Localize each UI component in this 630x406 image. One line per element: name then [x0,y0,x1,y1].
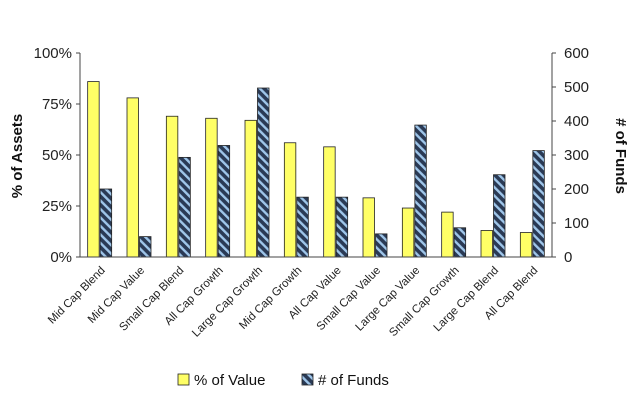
legend: % of Value # of Funds [177,372,389,389]
x-tick-label: Small Cap Growth [387,265,461,339]
bar-num-funds [139,236,152,258]
bar-num-funds [375,233,388,258]
y-tick-label-left: 25% [42,198,72,215]
x-tick-label: Large Cap Growth [190,265,265,340]
bar-pct-value [323,146,336,258]
bar-pct-value [87,81,100,258]
bar-pct-value [519,232,533,258]
bar-num-funds [99,188,113,258]
y-axis-title-left: % of Assets [9,114,26,198]
y-tick-label-right: 300 [564,147,589,164]
bar-num-funds [453,227,467,258]
bar-num-funds [493,174,506,258]
bar-pct-value [205,117,218,258]
legend-swatch-value [177,373,190,386]
bar-num-funds [414,124,427,258]
bar-pct-value [165,115,179,258]
bar-pct-value [126,97,139,258]
bar-num-funds [178,156,191,258]
bar-num-funds [217,145,231,258]
y-tick-label-left: 50% [42,147,72,164]
legend-label-funds: # of Funds [318,372,389,389]
y-tick-label-left: 75% [42,96,72,113]
bar-pct-value [401,207,415,258]
bar-num-funds [335,196,349,258]
bar-num-funds [296,196,309,258]
y-tick-label-right: 0 [564,249,572,266]
y-tick-label-right: 400 [564,113,589,130]
y-tick-label-left: 0% [50,249,72,266]
bar-pct-value [480,230,493,258]
legend-label-value: % of Value [194,372,265,389]
bar-num-funds [532,150,545,258]
y-tick-label-right: 100 [564,215,589,232]
y-tick-label-right: 600 [564,45,589,62]
bar-pct-value [283,142,297,258]
bar-num-funds [257,87,270,258]
y-axis-title-right: # of Funds [612,118,629,194]
y-tick-label-left: 100% [34,45,72,62]
bar-pct-value [244,119,257,258]
legend-swatch-funds [301,373,314,386]
y-tick-label-right: 500 [564,79,589,96]
bar-pct-value [441,211,454,258]
y-tick-label-right: 200 [564,181,589,198]
bar-pct-value [362,197,375,258]
